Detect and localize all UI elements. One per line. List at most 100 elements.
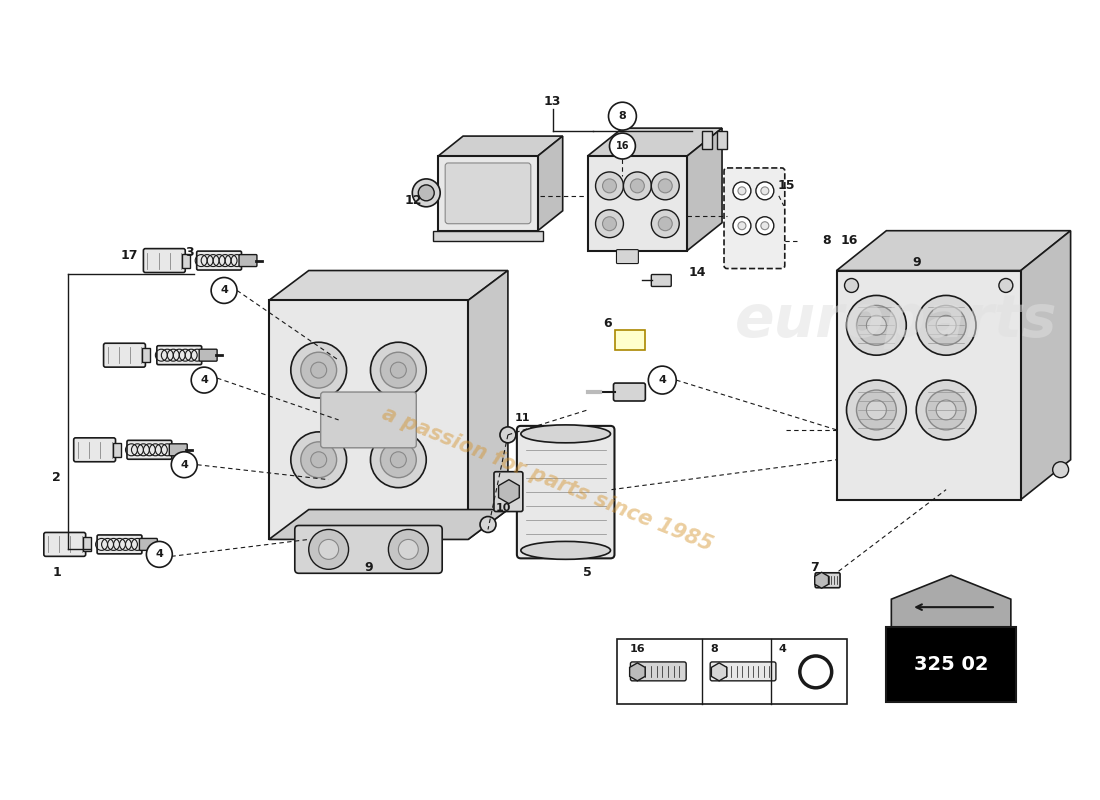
Circle shape bbox=[146, 542, 173, 567]
Circle shape bbox=[926, 390, 966, 430]
Text: 4: 4 bbox=[658, 375, 667, 385]
Bar bbox=[616, 330, 646, 350]
Circle shape bbox=[319, 539, 339, 559]
Text: 16: 16 bbox=[629, 644, 645, 654]
Circle shape bbox=[300, 442, 337, 478]
Circle shape bbox=[999, 278, 1013, 293]
Text: 13: 13 bbox=[544, 94, 561, 108]
Text: 1: 1 bbox=[53, 566, 62, 578]
Circle shape bbox=[595, 210, 624, 238]
FancyBboxPatch shape bbox=[711, 662, 776, 681]
Circle shape bbox=[300, 352, 337, 388]
Bar bbox=[717, 131, 727, 149]
Text: 14: 14 bbox=[689, 266, 706, 279]
Polygon shape bbox=[587, 128, 722, 156]
FancyBboxPatch shape bbox=[44, 533, 86, 556]
Circle shape bbox=[608, 102, 637, 130]
Circle shape bbox=[916, 295, 976, 355]
Text: 9: 9 bbox=[912, 256, 921, 269]
FancyBboxPatch shape bbox=[143, 249, 185, 273]
FancyBboxPatch shape bbox=[74, 438, 116, 462]
FancyBboxPatch shape bbox=[239, 254, 257, 266]
Ellipse shape bbox=[521, 542, 610, 559]
Text: 11: 11 bbox=[515, 413, 530, 423]
Circle shape bbox=[290, 432, 346, 488]
Bar bbox=[82, 538, 90, 551]
Text: 15: 15 bbox=[778, 179, 795, 192]
Polygon shape bbox=[438, 136, 563, 156]
Circle shape bbox=[603, 179, 616, 193]
Text: 4: 4 bbox=[200, 375, 208, 385]
FancyBboxPatch shape bbox=[815, 573, 840, 588]
FancyBboxPatch shape bbox=[724, 168, 784, 269]
Circle shape bbox=[480, 517, 496, 533]
Circle shape bbox=[371, 342, 426, 398]
FancyBboxPatch shape bbox=[199, 350, 217, 361]
Circle shape bbox=[290, 342, 346, 398]
Bar bbox=[268, 301, 469, 539]
FancyBboxPatch shape bbox=[157, 346, 201, 365]
Text: 16: 16 bbox=[840, 234, 858, 247]
Circle shape bbox=[595, 172, 624, 200]
Circle shape bbox=[845, 278, 858, 293]
Circle shape bbox=[648, 366, 676, 394]
Circle shape bbox=[191, 367, 217, 393]
Bar bbox=[112, 443, 121, 457]
Circle shape bbox=[738, 222, 746, 230]
FancyBboxPatch shape bbox=[614, 383, 646, 401]
Circle shape bbox=[310, 362, 327, 378]
Polygon shape bbox=[268, 510, 508, 539]
Circle shape bbox=[390, 452, 406, 468]
Text: 8: 8 bbox=[618, 111, 626, 121]
Circle shape bbox=[806, 662, 826, 682]
Polygon shape bbox=[469, 270, 508, 539]
FancyBboxPatch shape bbox=[517, 426, 615, 558]
Circle shape bbox=[847, 380, 906, 440]
Circle shape bbox=[172, 452, 197, 478]
FancyBboxPatch shape bbox=[494, 472, 522, 511]
Circle shape bbox=[603, 217, 616, 230]
Polygon shape bbox=[837, 230, 1070, 270]
Text: 5: 5 bbox=[583, 566, 592, 578]
Circle shape bbox=[412, 179, 440, 206]
FancyBboxPatch shape bbox=[616, 250, 638, 263]
Circle shape bbox=[761, 187, 769, 195]
Circle shape bbox=[381, 352, 416, 388]
Text: 4: 4 bbox=[180, 460, 188, 470]
Text: 2: 2 bbox=[53, 471, 62, 484]
FancyBboxPatch shape bbox=[651, 274, 671, 286]
Text: 8: 8 bbox=[711, 644, 718, 654]
Circle shape bbox=[309, 530, 349, 570]
FancyBboxPatch shape bbox=[321, 392, 416, 448]
Circle shape bbox=[310, 452, 327, 468]
Circle shape bbox=[211, 278, 236, 303]
Text: 4: 4 bbox=[220, 286, 228, 295]
Text: 16: 16 bbox=[616, 141, 629, 151]
Circle shape bbox=[499, 427, 516, 443]
Circle shape bbox=[398, 539, 418, 559]
Bar bbox=[438, 156, 538, 230]
Polygon shape bbox=[1021, 230, 1070, 499]
Bar bbox=[702, 131, 712, 149]
Text: 8: 8 bbox=[823, 234, 830, 247]
Bar bbox=[183, 254, 190, 267]
Circle shape bbox=[624, 172, 651, 200]
Text: 17: 17 bbox=[121, 249, 139, 262]
Circle shape bbox=[418, 185, 434, 201]
FancyBboxPatch shape bbox=[103, 343, 145, 367]
Text: 4: 4 bbox=[155, 550, 163, 559]
Bar bbox=[617, 639, 847, 704]
Circle shape bbox=[761, 222, 769, 230]
Polygon shape bbox=[688, 128, 722, 250]
FancyBboxPatch shape bbox=[197, 251, 242, 270]
Circle shape bbox=[756, 182, 773, 200]
Text: a passion for parts since 1985: a passion for parts since 1985 bbox=[379, 404, 716, 555]
Bar bbox=[142, 348, 151, 362]
Polygon shape bbox=[268, 270, 508, 301]
FancyBboxPatch shape bbox=[140, 538, 157, 550]
FancyBboxPatch shape bbox=[630, 662, 686, 681]
Circle shape bbox=[867, 315, 887, 335]
Text: 4: 4 bbox=[779, 644, 786, 654]
Bar bbox=[837, 270, 1021, 499]
Circle shape bbox=[756, 217, 773, 234]
